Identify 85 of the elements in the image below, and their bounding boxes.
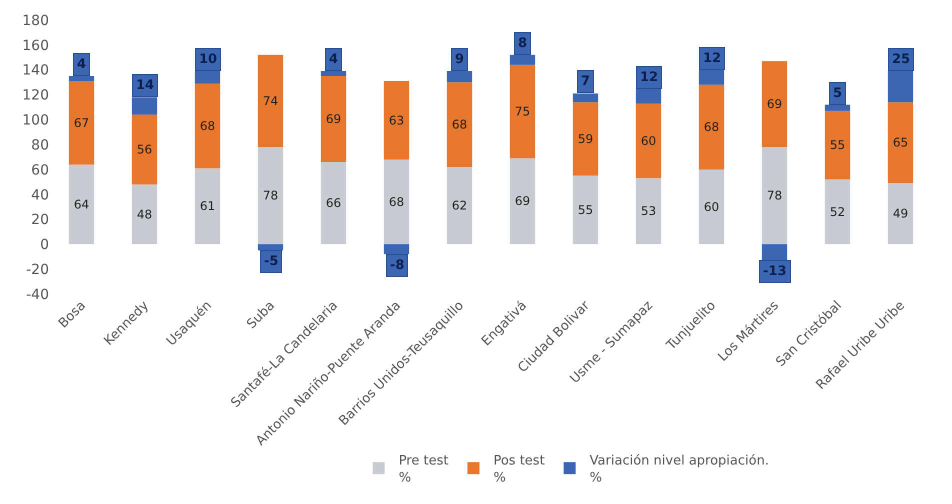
bar [384,159,410,244]
data-label: 68 [704,120,720,134]
data-label: 14 [136,78,154,93]
data-label: 12 [640,70,658,85]
y-tick-label: 40 [31,187,49,204]
bar [510,158,536,244]
legend-label: Pre test % [398,454,448,486]
data-label: 61 [200,199,216,214]
data-label: -13 [763,264,786,279]
data-label: 68 [388,194,404,209]
bar [762,61,788,148]
y-tick-label: 80 [31,137,49,154]
y-tick-label: 180 [22,12,49,29]
bar [132,184,158,244]
y-tick-label: 0 [40,237,49,254]
y-tick-label: -20 [26,262,49,278]
bar [194,84,220,168]
data-label: 69 [766,97,782,112]
y-tick-label: 160 [22,38,49,54]
data-label: 66 [326,196,342,210]
legend-label: Pos test % [493,454,545,486]
data-label: 9 [455,52,464,67]
data-label: 56 [136,142,152,157]
data-label: 49 [892,206,908,221]
y-tick-label: 140 [22,62,49,79]
bar [446,166,472,244]
data-label: 74 [262,94,278,108]
data-label: 68 [452,118,468,132]
bar [762,147,788,244]
data-label: 78 [766,188,782,203]
bar [888,183,914,244]
bar [258,147,284,244]
data-label: 7 [581,74,590,89]
data-label: 5 [833,86,842,101]
y-tick-label: 20 [31,212,49,228]
data-label: 55 [578,202,594,217]
data-label: 60 [704,200,720,214]
data-label: 64 [74,197,90,212]
data-label: 52 [830,204,846,219]
data-label: 25 [892,52,910,67]
data-label: 69 [514,194,530,208]
data-label: 62 [452,198,468,213]
bar [68,164,94,244]
data-label: 68 [200,118,216,133]
data-label: 65 [892,136,908,150]
bar [68,81,94,164]
bar [320,162,346,244]
bar [572,102,598,176]
data-label: 67 [74,116,90,130]
data-label: 69 [326,112,342,126]
data-label: 12 [703,51,722,66]
data-label: 4 [77,57,86,72]
bar [194,168,220,244]
y-tick-label: 100 [22,112,49,129]
bar [636,103,662,178]
bar [132,114,158,184]
data-label: -5 [264,254,278,269]
legend-label: Variación nivel apropiación. % [590,454,769,486]
bar [698,169,724,244]
data-label: 10 [199,52,218,67]
y-tick-label: -40 [26,286,49,303]
data-label: 48 [136,207,152,222]
data-label: 75 [514,104,530,119]
data-label: 59 [578,132,594,146]
bar [824,179,850,244]
bar [446,82,472,167]
y-tick-label: 60 [31,162,49,178]
data-label: -8 [390,258,404,273]
bar [384,81,410,160]
data-label: 55 [830,138,846,152]
data-label: 53 [640,204,656,218]
data-label: 78 [262,188,278,203]
bar [698,84,724,170]
bar [572,176,598,244]
bar [636,178,662,244]
bar [320,76,346,162]
bar [258,54,284,148]
bar [888,102,914,184]
data-label: 60 [640,134,656,148]
data-label: 63 [388,113,404,128]
bar [824,110,850,180]
y-tick-label: 120 [22,88,49,104]
data-label: 8 [518,36,528,51]
data-label: 4 [329,52,338,67]
bar [510,64,536,158]
